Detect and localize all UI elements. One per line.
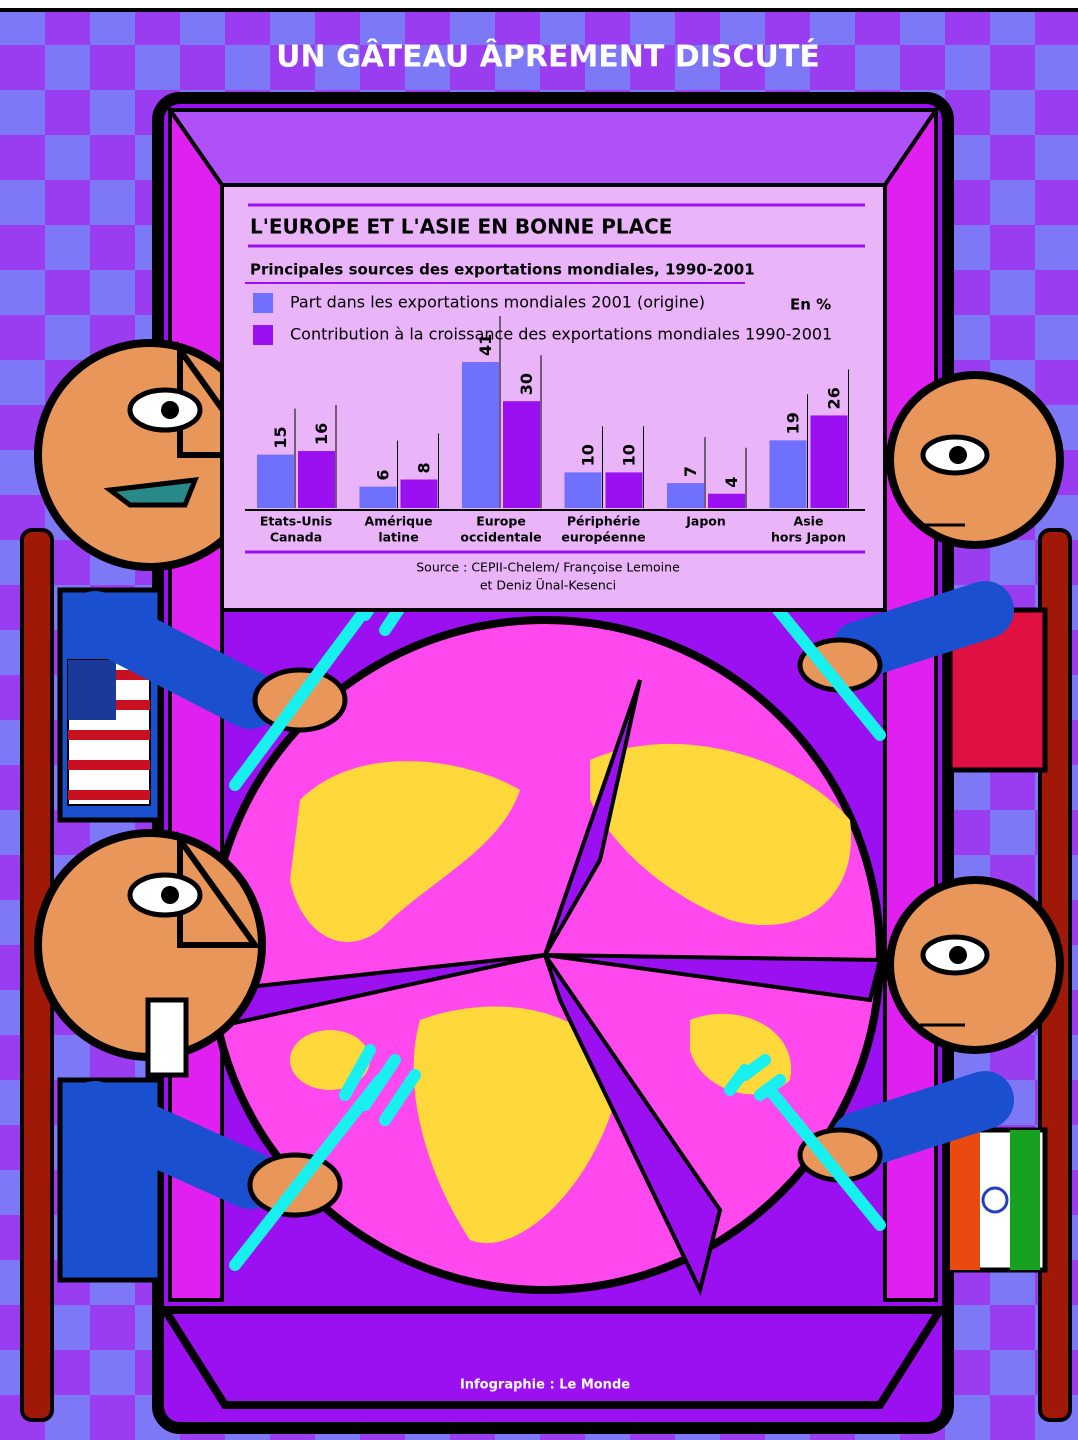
value-label: 10 <box>620 444 639 466</box>
top-rule <box>0 8 1078 12</box>
source: et Deniz Ünal-Kesenci <box>480 577 616 593</box>
value-label: 4 <box>722 477 741 488</box>
legend-swatch <box>253 325 273 345</box>
cake-cut <box>544 953 883 1003</box>
x-tick-label: occidentale <box>460 530 541 545</box>
chart-subtitle: Principales sources des exportations mon… <box>250 261 755 279</box>
value-label: 10 <box>579 444 598 466</box>
bar <box>359 486 397 508</box>
bar <box>810 415 848 508</box>
bar <box>503 401 540 508</box>
legend-label: Part dans les exportations mondiales 200… <box>290 293 705 312</box>
x-tick-label: Asie <box>794 514 824 529</box>
chart-title: L'EUROPE ET L'ASIE EN BONNE PLACE <box>250 215 672 239</box>
x-tick-label: hors Japon <box>771 530 846 545</box>
bar <box>400 479 438 508</box>
characters <box>34 339 1064 1283</box>
x-tick-label: Amérique <box>365 514 433 529</box>
legend-label: Contribution à la croissance des exporta… <box>290 325 832 344</box>
bar <box>462 362 499 508</box>
bar <box>257 454 294 508</box>
unit-label: En % <box>790 296 831 314</box>
bar <box>708 493 745 508</box>
chart-panel <box>220 183 887 612</box>
bar <box>769 440 807 508</box>
x-tick-label: Périphérie <box>567 514 640 529</box>
value-label: 26 <box>825 387 844 409</box>
x-tick-label: Europe <box>476 514 526 529</box>
value-label: 8 <box>415 462 434 473</box>
bar <box>667 483 704 508</box>
bar <box>298 451 335 508</box>
table-edge <box>157 1306 948 1409</box>
value-label: 19 <box>784 412 803 434</box>
bar <box>605 472 643 508</box>
x-tick-label: européenne <box>561 530 645 545</box>
value-label: 15 <box>271 426 290 448</box>
frame-top <box>166 108 940 187</box>
value-label: 6 <box>374 469 393 480</box>
legend-swatch <box>253 293 273 313</box>
value-label: 7 <box>681 466 700 477</box>
value-label: 16 <box>312 423 331 445</box>
page-title: UN GÂTEAU ÂPREMENT DISCUTÉ <box>276 39 820 75</box>
cake-cut <box>543 679 642 957</box>
cake-cut <box>543 953 723 1296</box>
bar <box>564 472 602 508</box>
x-tick-label: Canada <box>270 530 322 545</box>
credit: Infographie : Le Monde <box>460 1378 630 1393</box>
x-tick-label: Etats-Unis <box>260 514 332 529</box>
source: Source : CEPII-Chelem/ Françoise Lemoine <box>416 560 680 575</box>
value-label: 30 <box>517 373 536 395</box>
x-tick-label: Japon <box>685 514 726 529</box>
value-label: 41 <box>476 334 495 356</box>
x-tick-label: latine <box>378 530 418 545</box>
